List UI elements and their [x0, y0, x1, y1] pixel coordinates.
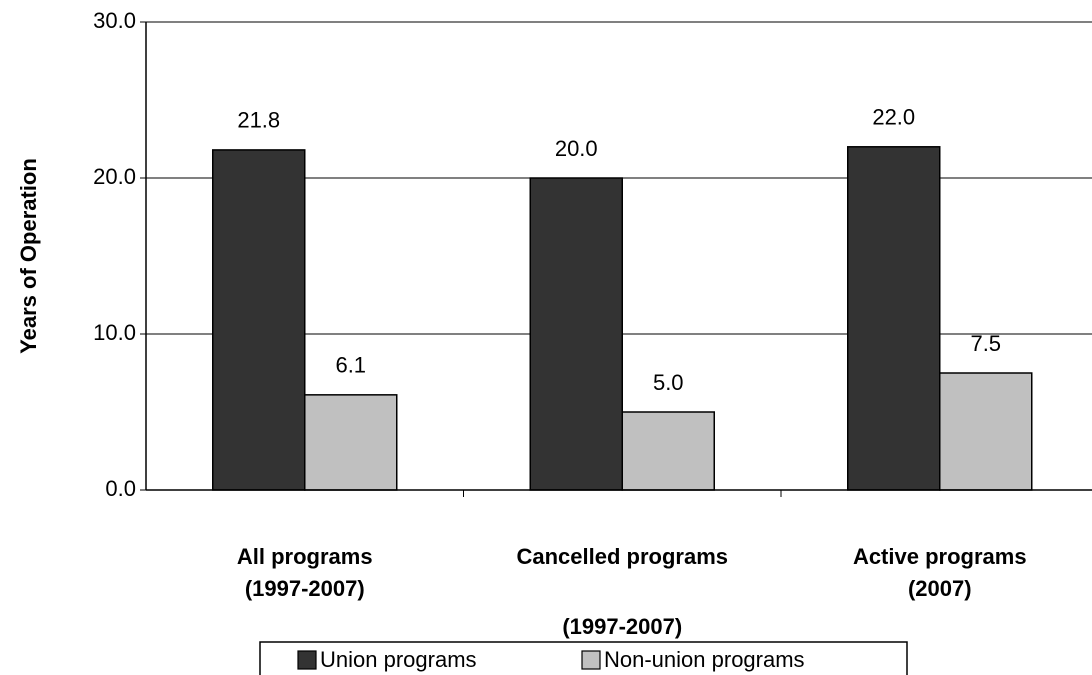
- data-label: 7.5: [970, 331, 1001, 356]
- data-label: 21.8: [237, 108, 280, 133]
- legend-swatch: [581, 650, 601, 670]
- data-label: 5.0: [653, 370, 684, 395]
- legend-swatch: [297, 650, 317, 670]
- bar: [621, 411, 715, 491]
- y-tick-label: 0.0: [105, 476, 136, 501]
- data-label: 20.0: [555, 136, 598, 161]
- data-label: 22.0: [872, 105, 915, 130]
- data-label: 6.1: [335, 353, 366, 378]
- bar: [939, 372, 1033, 491]
- y-tick-label: 10.0: [93, 320, 136, 345]
- y-tick-label: 30.0: [93, 8, 136, 33]
- legend-label: Non-union programs: [604, 647, 805, 672]
- x-tick-label: (1997-2007): [245, 576, 365, 601]
- bar: [212, 149, 306, 491]
- bar: [847, 146, 941, 491]
- x-tick-label: (2007): [908, 576, 972, 601]
- x-tick-label: (1997-2007): [562, 614, 682, 639]
- bar: [304, 394, 398, 491]
- x-tick-label: Active programs: [853, 544, 1027, 569]
- bar: [529, 177, 623, 491]
- y-tick-label: 20.0: [93, 164, 136, 189]
- legend-label: Union programs: [320, 647, 477, 672]
- x-tick-label: Cancelled programs: [516, 544, 728, 569]
- x-tick-label: All programs: [237, 544, 373, 569]
- y-axis-label: Years of Operation: [16, 158, 41, 354]
